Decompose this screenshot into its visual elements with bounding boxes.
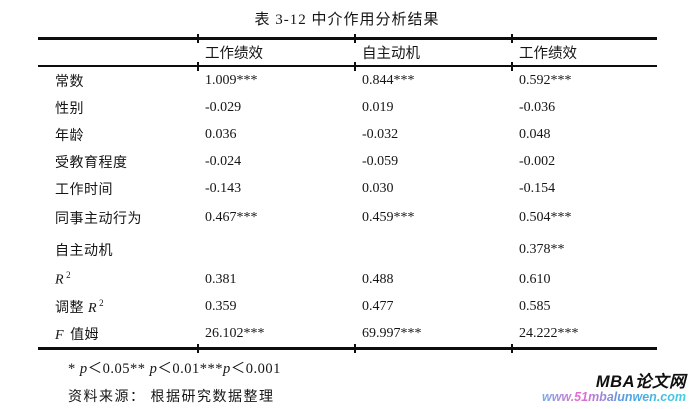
cell-value: 0.381 — [205, 271, 237, 287]
table-row: 性别 -0.029 0.019 -0.036 — [38, 94, 657, 121]
cell-value: 0.585 — [519, 298, 551, 314]
table-top-rule — [38, 34, 657, 43]
row-label: F 值姆 — [55, 327, 100, 343]
cell-value: 1.009*** — [205, 72, 258, 88]
column-divider-tick — [197, 344, 199, 353]
cell-value: -0.002 — [519, 153, 556, 169]
cell-value: 0.048 — [519, 126, 551, 142]
cell-value: 26.102*** — [205, 325, 265, 341]
table-row: 常数 1.009*** 0.844*** 0.592*** — [38, 67, 657, 94]
table-row: 工作时间 -0.143 0.030 -0.154 — [38, 175, 657, 202]
results-table: 工作绩效 自主动机 工作绩效 常数 1.009*** 0.844*** 0.59… — [38, 34, 657, 353]
column-divider-tick — [354, 34, 356, 43]
column-divider-tick — [197, 34, 199, 43]
column-divider-tick — [197, 62, 199, 71]
column-divider-tick — [511, 344, 513, 353]
cell-value: 0.036 — [205, 126, 237, 142]
row-label: 年龄 — [55, 128, 84, 144]
cell-value: 0.488 — [362, 271, 394, 287]
column-divider-tick — [354, 344, 356, 353]
cell-value: 0.477 — [362, 298, 394, 314]
table-row: 自主动机 0.378** — [38, 234, 657, 266]
column-divider-tick — [354, 62, 356, 71]
data-source-note: 资料来源： 根据研究数据整理 — [68, 390, 275, 405]
cell-value: -0.036 — [519, 99, 556, 115]
cell-value: 0.592*** — [519, 72, 572, 88]
watermark-url: www.51mbalunwen.com — [541, 390, 686, 405]
row-label: 受教育程度 — [55, 155, 128, 171]
table-row: 同事主动行为 0.467*** 0.459*** 0.504*** — [38, 202, 657, 234]
cell-value: 0.459*** — [362, 210, 415, 225]
table-bottom-rule — [38, 344, 657, 353]
cell-value: 0.019 — [362, 99, 394, 115]
cell-value: 0.359 — [205, 298, 237, 314]
site-watermark: MBA论文网 www.51mbalunwen.com — [542, 373, 686, 405]
table-title: 表 3-12 中介作用分析结果 — [254, 12, 440, 28]
cell-value: 0.467*** — [205, 210, 258, 225]
table-header-rule — [38, 62, 657, 71]
watermark-brand: MBA论文网 — [595, 373, 686, 391]
row-label: 自主动机 — [55, 244, 113, 259]
cell-value: 0.844*** — [362, 72, 415, 88]
header-col-2: 自主动机 — [362, 46, 420, 62]
row-label: 工作时间 — [55, 182, 113, 198]
cell-value: -0.154 — [519, 180, 556, 196]
column-divider-tick — [511, 34, 513, 43]
table-row: 受教育程度 -0.024 -0.059 -0.002 — [38, 148, 657, 175]
cell-value: 0.378** — [519, 242, 565, 257]
table-row: 年龄 0.036 -0.032 0.048 — [38, 121, 657, 148]
cell-value: 69.997*** — [362, 325, 422, 341]
cell-value: 0.610 — [519, 271, 551, 287]
row-label: 常数 — [55, 74, 84, 90]
cell-value: 24.222*** — [519, 325, 579, 341]
cell-value: 0.504*** — [519, 210, 572, 225]
cell-value: -0.024 — [205, 153, 242, 169]
column-divider-tick — [511, 62, 513, 71]
header-col-3: 工作绩效 — [519, 46, 577, 62]
cell-value: -0.143 — [205, 180, 242, 196]
significance-note: * p＜0.05** p＜0.01***p＜0.001 — [68, 361, 281, 377]
table-header-row: 工作绩效 自主动机 工作绩效 — [38, 40, 657, 65]
cell-value: -0.029 — [205, 99, 242, 115]
cell-value: -0.032 — [362, 126, 399, 142]
header-col-1: 工作绩效 — [205, 46, 263, 62]
row-label: 同事主动行为 — [55, 212, 142, 227]
row-label: 性别 — [55, 101, 84, 117]
table-row: F 值姆 26.102*** 69.997*** 24.222*** — [38, 320, 657, 347]
cell-value: 0.030 — [362, 180, 394, 196]
cell-value: -0.059 — [362, 153, 399, 169]
